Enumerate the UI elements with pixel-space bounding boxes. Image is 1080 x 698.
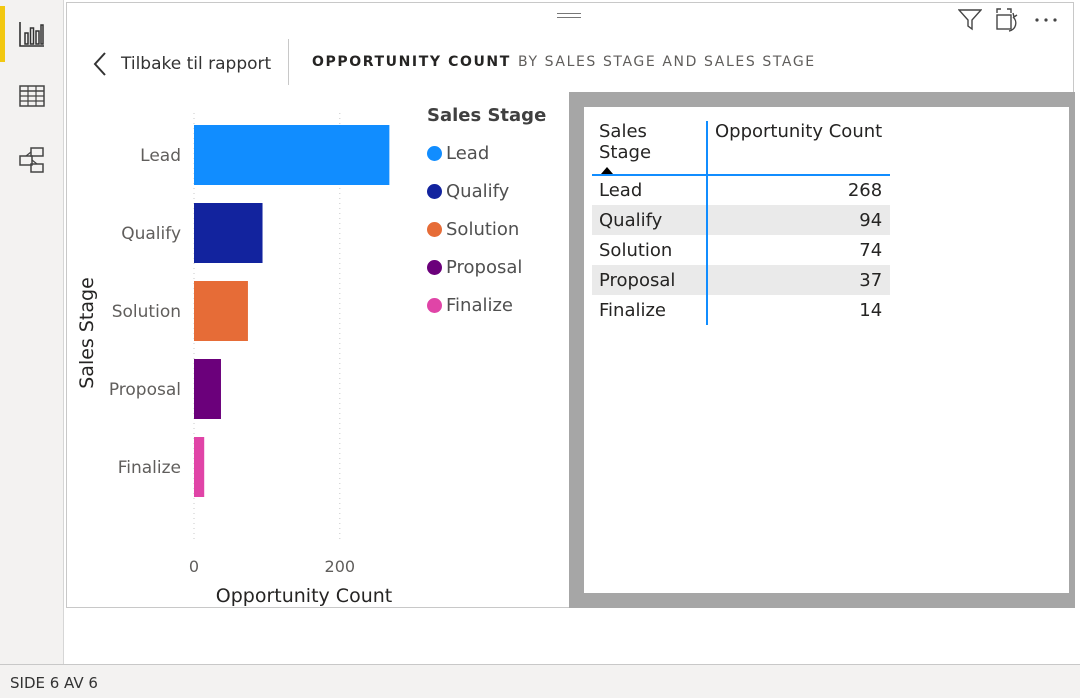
y-tick-label: Lead [140,146,181,166]
legend-label: Solution [446,218,520,240]
legend-label: Proposal [446,256,523,278]
legend-marker [427,145,442,161]
y-tick-label: Proposal [109,380,181,400]
column-header-opportunity-count[interactable]: Opportunity Count [715,121,883,142]
legend-marker [427,221,442,237]
focus-mode-icon[interactable] [995,7,1021,33]
cell-count: 37 [859,269,883,291]
chart-legend: Sales Stage Lead Qualify Solution Proposal F… [427,105,546,324]
legend-label: Qualify [446,180,510,202]
table-row[interactable]: Proposal 37 [592,265,891,295]
report-canvas: Tilbake til rapport OPPORTUNITY COUNT BY… [64,0,1080,664]
sort-ascending-icon [601,167,613,174]
drag-handle[interactable] [557,13,581,21]
column-header-sales-stage[interactable]: Sales Stage [592,121,708,175]
cell-stage: Lead [592,175,708,205]
y-tick-label: Finalize [118,458,181,478]
page-indicator: SIDE 6 AV 6 [10,674,98,692]
table-grid-icon [19,85,45,107]
bar-qualify[interactable] [194,203,263,263]
legend-marker [427,259,442,275]
legend-label: Finalize [446,294,514,316]
chevron-left-icon [93,52,106,76]
legend-item-solution[interactable]: Solution [427,210,546,248]
legend-marker [427,297,442,313]
filter-icon[interactable] [957,7,983,33]
legend-title: Sales Stage [427,105,547,126]
table-container: Sales Stage Opportunity Count Lead 268 Qu… [584,107,1069,593]
visual-header-icons [957,7,1059,33]
table-panel: Sales Stage Opportunity Count Lead 268 Qu… [569,92,1075,608]
table-row[interactable]: Finalize 14 [592,295,890,325]
cell-count: 14 [859,299,883,321]
title-divider [288,39,289,85]
table-row[interactable]: Qualify 94 [592,205,891,235]
back-to-report-label: Tilbake til rapport [121,54,272,74]
table-header-row: Sales Stage Opportunity Count [592,121,891,175]
cell-count: 268 [847,180,883,201]
status-bar: SIDE 6 AV 6 [0,664,1080,698]
visual-subtitle: BY SALES STAGE AND SALES STAGE [518,54,816,70]
legend-item-finalize[interactable]: Finalize [427,286,546,324]
focus-mode-visual: Tilbake til rapport OPPORTUNITY COUNT BY… [66,2,1075,608]
y-tick-label: Qualify [121,224,181,244]
legend-marker [427,183,442,199]
visual-title: OPPORTUNITY COUNT [312,54,511,70]
left-nav-rail [0,0,64,664]
cell-stage: Proposal [592,265,708,295]
cell-count: 74 [859,239,883,261]
report-view-button[interactable] [0,4,64,64]
y-axis-label: Sales Stage [76,277,98,389]
cell-count: 94 [859,209,883,231]
bar-lead[interactable] [194,125,390,185]
legend-label: Lead [446,142,490,164]
table-row[interactable]: Lead 268 [592,175,890,205]
model-view-button[interactable] [0,130,64,190]
bar-finalize[interactable] [194,437,205,497]
x-tick-label: 200 [325,557,356,576]
more-options-icon[interactable] [1033,7,1059,33]
cell-stage: Qualify [592,205,708,235]
y-tick-label: Solution [112,302,181,322]
data-table: Sales Stage Opportunity Count Lead 268 Qu… [592,121,891,325]
x-axis-label: Opportunity Count [216,585,392,607]
back-to-report-button[interactable]: Tilbake til rapport [91,51,271,77]
bar-chart: 0 200LeadQualifySolutionProposalFinalize … [76,113,392,607]
model-diagram-icon [19,147,44,173]
bar-proposal[interactable] [194,359,221,419]
legend-item-lead[interactable]: Lead [427,134,546,172]
legend-item-qualify[interactable]: Qualify [427,172,546,210]
cell-stage: Solution [592,235,708,265]
cell-stage: Finalize [592,295,708,325]
legend-item-proposal[interactable]: Proposal [427,248,546,286]
data-view-button[interactable] [0,66,64,126]
table-row[interactable]: Solution 74 [592,235,890,265]
bar-chart-icon [19,22,44,47]
bar-solution[interactable] [194,281,248,341]
x-tick-label: 0 [189,557,199,576]
